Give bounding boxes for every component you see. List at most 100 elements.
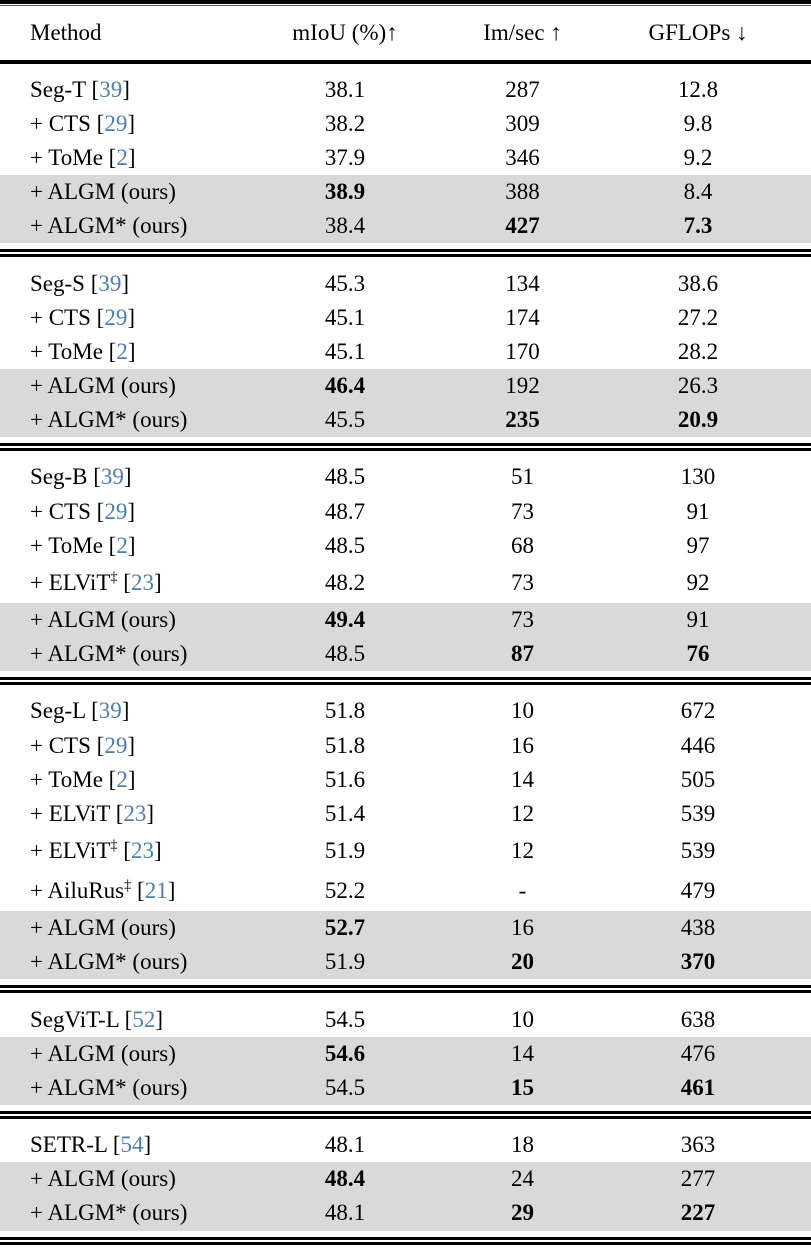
table-row: + ELViT [23] 51.4 12 539	[0, 797, 811, 831]
imsec-cell: 346	[505, 144, 540, 170]
citation-link[interactable]: 21	[144, 878, 168, 904]
method-cell: + CTS [29]	[30, 304, 135, 330]
gflops-cell: 539	[680, 800, 716, 826]
gflops-cell: 9.2	[683, 144, 713, 170]
double-dagger-mark: ‡	[124, 877, 132, 894]
table-row: + ALGM* (ours) 48.5 87 76	[0, 637, 811, 672]
citation-link[interactable]: 39	[98, 270, 122, 296]
header-rule	[0, 60, 811, 64]
header-imsec: Im/sec ↑	[483, 20, 562, 45]
header-method: Method	[30, 20, 102, 45]
miou-cell: 38.4	[324, 213, 366, 239]
gflops-cell: 97	[686, 532, 710, 558]
method-label: + ToMe	[30, 766, 103, 792]
gflops-cell: 27.2	[677, 304, 719, 330]
method-cell: + ELViT‡ [23]	[30, 569, 162, 595]
method-cell: + ELViT [23]	[30, 800, 155, 826]
gflops-cell: 227	[680, 1200, 716, 1226]
table-row: + ALGM (ours) 49.4 73 91	[0, 602, 811, 638]
citation-link[interactable]: 52	[132, 1006, 156, 1032]
method-label: Seg-S	[30, 270, 85, 296]
miou-cell: 49.4	[324, 607, 366, 633]
table-row: + ELViT‡ [23] 51.9 12 539	[0, 831, 811, 871]
citation-link[interactable]: 2	[116, 338, 128, 364]
method-label: + CTS	[30, 498, 91, 524]
method-cell: Seg-L [39]	[30, 698, 130, 724]
method-cell: Seg-T [39]	[30, 76, 130, 102]
method-label: + ToMe	[30, 338, 103, 364]
miou-cell: 51.4	[324, 800, 366, 826]
imsec-cell: 174	[505, 304, 540, 330]
miou-cell: 51.9	[324, 949, 366, 975]
imsec-cell: 388	[505, 179, 540, 205]
imsec-cell: 235	[505, 407, 540, 433]
imsec-cell: 73	[511, 607, 534, 633]
citation-link[interactable]: 23	[130, 838, 154, 864]
method-label: + ToMe	[30, 144, 103, 170]
table-row: + ALGM* (ours) 38.4 427 7.3	[0, 209, 811, 244]
gflops-cell: 130	[680, 464, 716, 490]
citation-link[interactable]: 23	[130, 569, 154, 595]
table-row: + ALGM (ours) 46.4 192 26.3	[0, 369, 811, 404]
imsec-cell: 10	[511, 1006, 534, 1032]
citation-link[interactable]: 29	[104, 304, 128, 330]
citation-link[interactable]: 23	[123, 800, 147, 826]
imsec-cell: 192	[505, 373, 540, 399]
method-label: Seg-B	[30, 464, 88, 490]
miou-cell: 52.2	[324, 878, 366, 904]
imsec-cell: 12	[511, 800, 534, 826]
miou-cell: 46.4	[324, 373, 366, 399]
imsec-cell: 16	[511, 732, 534, 758]
table-row: + CTS [29] 48.7 73 91	[0, 495, 811, 529]
citation-link[interactable]: 2	[116, 144, 128, 170]
table-row: + ToMe [2] 37.9 346 9.2	[0, 141, 811, 175]
citation-link[interactable]: 29	[104, 732, 128, 758]
method-cell: + CTS [29]	[30, 498, 135, 524]
method-label: + CTS	[30, 110, 91, 136]
table-row: + ALGM (ours) 54.6 14 476	[0, 1036, 811, 1071]
table-bottom-rule	[0, 1236, 811, 1245]
method-label: + ALGM* (ours)	[30, 1200, 188, 1226]
miou-cell: 51.8	[324, 698, 366, 724]
gflops-cell: 461	[680, 1074, 716, 1100]
citation-link[interactable]: 39	[98, 698, 122, 724]
gflops-cell: 28.2	[677, 338, 719, 364]
gflops-cell: 277	[680, 1166, 716, 1192]
method-label: + CTS	[30, 304, 91, 330]
miou-cell: 48.1	[324, 1200, 366, 1226]
miou-cell: 48.1	[324, 1132, 366, 1158]
citation-link[interactable]: 29	[104, 110, 128, 136]
method-label: + ALGM* (ours)	[30, 213, 188, 239]
method-label: + ELViT	[30, 569, 111, 595]
miou-cell: 48.2	[324, 569, 366, 595]
imsec-cell: 14	[511, 766, 534, 792]
citation-link[interactable]: 2	[116, 766, 128, 792]
section-separator-rule	[0, 677, 811, 686]
miou-cell: 38.2	[324, 110, 366, 136]
citation-link[interactable]: 54	[120, 1132, 144, 1158]
method-label: + ELViT	[30, 838, 111, 864]
gflops-cell: 363	[680, 1132, 716, 1158]
method-cell: + ToMe [2]	[30, 766, 136, 792]
citation-link[interactable]: 39	[100, 464, 124, 490]
table-row: + ALGM (ours) 38.9 388 8.4	[0, 175, 811, 210]
gflops-cell: 92	[686, 569, 710, 595]
imsec-cell: 87	[511, 641, 534, 667]
gflops-cell: 76	[686, 641, 710, 667]
table-section: Seg-T [39] 38.1 287 12.8 + CTS [29] 38.2 309 9.…	[0, 64, 811, 250]
table-row: + ALGM* (ours) 45.5 235 20.9	[0, 403, 811, 438]
miou-cell: 51.9	[324, 838, 366, 864]
citation-link[interactable]: 39	[99, 76, 123, 102]
miou-cell: 48.5	[324, 464, 366, 490]
method-cell: Seg-S [39]	[30, 270, 130, 296]
imsec-cell: 15	[511, 1074, 534, 1100]
citation-link[interactable]: 2	[116, 532, 128, 558]
citation-link[interactable]: 29	[104, 498, 128, 524]
method-cell: + ALGM (ours)	[0, 607, 255, 633]
table-section: Seg-B [39] 48.5 51 130 + CTS [29] 48.7 73 91 + T…	[0, 451, 811, 677]
method-cell: + ELViT‡ [23]	[30, 837, 162, 864]
table-section: Seg-S [39] 45.3 134 38.6 + CTS [29] 45.1 174 27…	[0, 257, 811, 443]
table-row: Seg-L [39] 51.8 10 672	[0, 694, 811, 728]
miou-cell: 45.1	[324, 304, 366, 330]
miou-cell: 45.5	[324, 407, 366, 433]
